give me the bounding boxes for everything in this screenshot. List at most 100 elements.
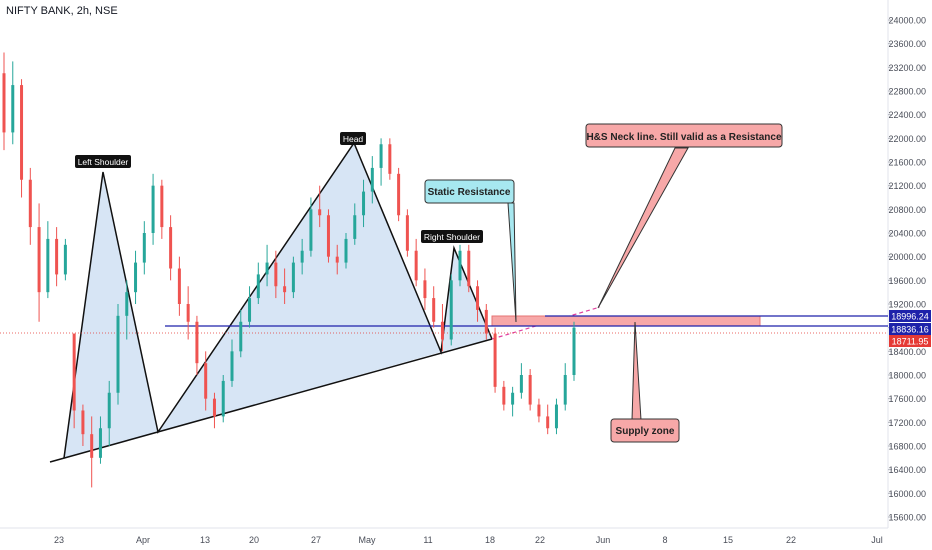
x-tick-label: 8 (662, 535, 667, 545)
x-tick-label: Jul (871, 535, 883, 545)
x-tick-label: May (358, 535, 376, 545)
candle-body (28, 179, 32, 228)
x-tick-label: Jun (596, 535, 611, 545)
candle-body (528, 375, 532, 405)
x-tick-label: 22 (786, 535, 796, 545)
candle-body (405, 215, 409, 251)
x-tick-label: 13 (200, 535, 210, 545)
y-tick-label: 22000.00 (888, 134, 926, 144)
candle-body (362, 191, 366, 216)
price-tag-box (889, 310, 931, 322)
callout-static-resistance[interactable]: Static Resistance (424, 179, 517, 323)
candle-body (414, 250, 418, 281)
right-shoulder-area (441, 248, 492, 352)
candle-body (134, 262, 138, 293)
candle-body (467, 250, 471, 287)
hs-pattern (49, 141, 601, 463)
candle-body (151, 185, 155, 233)
candle-body (125, 292, 129, 316)
candle-body (204, 363, 208, 399)
candle-body (2, 73, 6, 133)
x-tick-label: 11 (423, 535, 432, 545)
candle-body (511, 392, 515, 405)
candle-body (55, 238, 59, 275)
candle-body (546, 416, 550, 429)
candle-body (46, 238, 50, 293)
candle-body (449, 280, 453, 340)
y-tick-label: 17600.00 (888, 394, 926, 404)
candle-body (195, 321, 199, 364)
candle-body (230, 351, 234, 381)
y-tick-label: 19600.00 (888, 276, 926, 286)
x-tick-label: 20 (249, 535, 259, 545)
y-tick-label: 20800.00 (888, 205, 926, 215)
x-tick-label: 27 (311, 535, 321, 545)
candle-body (274, 262, 278, 287)
y-tick-label: 16800.00 (888, 442, 926, 452)
price-tag-label: 18836.16 (891, 325, 929, 335)
candle-body (519, 375, 523, 393)
candle-body (239, 321, 243, 352)
candle-body (177, 268, 181, 304)
candle-body (563, 375, 567, 405)
candle-body (221, 380, 225, 417)
candle-body (186, 304, 190, 322)
candle-body (572, 327, 576, 375)
head-area (158, 143, 441, 432)
candle-body (493, 333, 497, 387)
y-tick-label: 18400.00 (888, 347, 926, 357)
candle-body (432, 298, 436, 322)
y-tick-label: 15600.00 (888, 513, 926, 523)
candle-body (397, 173, 401, 216)
callout-neckline-text: H&S Neck line. Still valid as a Resistan… (586, 132, 782, 143)
label-head-text: Head (343, 134, 364, 144)
candle-body (300, 250, 304, 263)
candle-body (98, 428, 102, 458)
x-tick-label: 22 (535, 535, 545, 545)
candle-body (309, 209, 313, 251)
x-tick-label: 23 (54, 535, 64, 545)
candle-body (353, 215, 357, 239)
callout-supply-zone[interactable]: Supply zone (610, 321, 680, 443)
price-axis[interactable]: 24000.00 23600.00 23200.00 22800.00 22400.00… (888, 16, 926, 523)
chart-title: NIFTY BANK, 2h, NSE (6, 5, 118, 17)
candle-body (256, 274, 260, 299)
candle-body (283, 286, 287, 293)
candle-body (379, 144, 383, 168)
candle-body (554, 404, 558, 429)
y-tick-label: 16400.00 (888, 465, 926, 475)
candle-body (90, 434, 94, 458)
label-head[interactable]: Head (340, 132, 366, 145)
candle-body (318, 209, 322, 216)
candle-body (326, 215, 330, 257)
candle-body (72, 333, 76, 411)
y-tick-label: 21600.00 (888, 158, 926, 168)
candle-body (63, 244, 67, 275)
candle-body (344, 238, 348, 263)
callout-neckline[interactable]: H&S Neck line. Still valid as a Resistan… (585, 123, 783, 309)
price-tag-label: 18711.95 (892, 337, 929, 347)
callout-supply-zone-text: Supply zone (616, 426, 675, 437)
candle-body (169, 227, 173, 269)
candle-body (484, 309, 488, 334)
y-tick-label: 23600.00 (888, 39, 926, 49)
candle-body (81, 410, 85, 435)
candle-body (502, 386, 506, 405)
candle-body (265, 262, 269, 275)
label-left-shoulder[interactable]: Left Shoulder (75, 155, 131, 168)
candle-body (291, 262, 295, 293)
time-axis[interactable]: 23 Apr 13 20 27 May 11 18 22 Jun 8 15 22 Jul (54, 535, 883, 545)
label-right-shoulder-text: Right Shoulder (424, 232, 480, 242)
candle-body (142, 233, 146, 263)
candle-body (370, 167, 374, 192)
price-tag-box (889, 323, 931, 335)
candle-body (160, 185, 164, 228)
supply-zone-rect[interactable] (491, 315, 761, 327)
price-tag-box (889, 335, 931, 347)
candle-body (37, 227, 41, 293)
candle-body (116, 315, 120, 393)
candle-body (107, 392, 111, 429)
label-right-shoulder[interactable]: Right Shoulder (421, 230, 483, 243)
y-tick-label: 24000.00 (888, 16, 926, 26)
